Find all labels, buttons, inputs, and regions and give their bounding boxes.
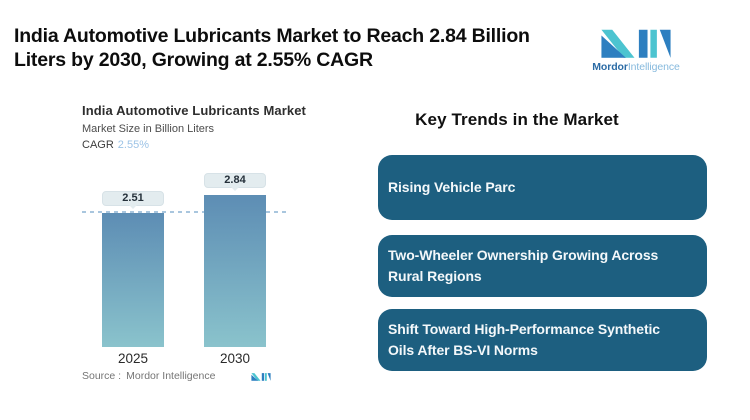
cagr-value: 2.55% — [117, 139, 149, 151]
source-label: Source : — [82, 370, 122, 382]
chart-title: India Automotive Lubricants Market — [82, 103, 306, 118]
trend-card-text: Rural Regions — [388, 268, 482, 284]
brand-wordmark: MordorIntelligence — [592, 61, 680, 73]
bar-group-2030: 2.84 2030 — [204, 173, 266, 366]
trend-card-synthetic-oils: Shift Toward High-Performance Synthetic … — [378, 309, 707, 371]
page-title: India Automotive Lubricants Market to Re… — [14, 25, 530, 72]
cagr-label: CAGR — [82, 139, 114, 151]
trend-card-text: Oils After BS-VI Norms — [388, 342, 538, 358]
chart-cagr: CAGR 2.55% — [82, 139, 149, 151]
bar-2030 — [204, 195, 266, 347]
mordor-intelligence-logo-icon — [600, 26, 672, 58]
source-brand: Mordor Intelligence — [126, 370, 216, 382]
brand-name-bold: Mordor — [592, 61, 628, 73]
reference-dashed-line — [82, 211, 287, 213]
trend-card-text: Rising Vehicle Parc — [388, 179, 516, 195]
source-attribution: Source : Mordor Intelligence — [82, 370, 271, 382]
trend-card-text: Two-Wheeler Ownership Growing Across — [388, 247, 659, 263]
trend-card-text: Shift Toward High-Performance Synthetic — [388, 321, 660, 337]
value-badge-2025: 2.51 — [102, 191, 164, 206]
brand-logo: MordorIntelligence — [592, 26, 680, 73]
page-title-line-1: India Automotive Lubricants Market to Re… — [14, 25, 530, 47]
mordor-intelligence-mini-logo-icon — [251, 372, 271, 381]
trend-card-two-wheeler-ownership: Two-Wheeler Ownership Growing Across Rur… — [378, 235, 707, 297]
x-axis-label-2030: 2030 — [219, 351, 251, 366]
value-badge-2030: 2.84 — [204, 173, 266, 188]
trends-heading: Key Trends in the Market — [415, 110, 619, 129]
trend-card-rising-vehicle-parc: Rising Vehicle Parc — [378, 155, 707, 220]
bar-group-2025: 2.51 2025 — [102, 191, 164, 366]
chart-subtitle: Market Size in Billion Liters — [82, 123, 215, 135]
bar-2025 — [102, 213, 164, 347]
brand-name-light: Intelligence — [627, 61, 680, 73]
page-title-line-2: Liters by 2030, Growing at 2.55% CAGR — [14, 48, 373, 71]
x-axis-label-2025: 2025 — [117, 351, 149, 366]
